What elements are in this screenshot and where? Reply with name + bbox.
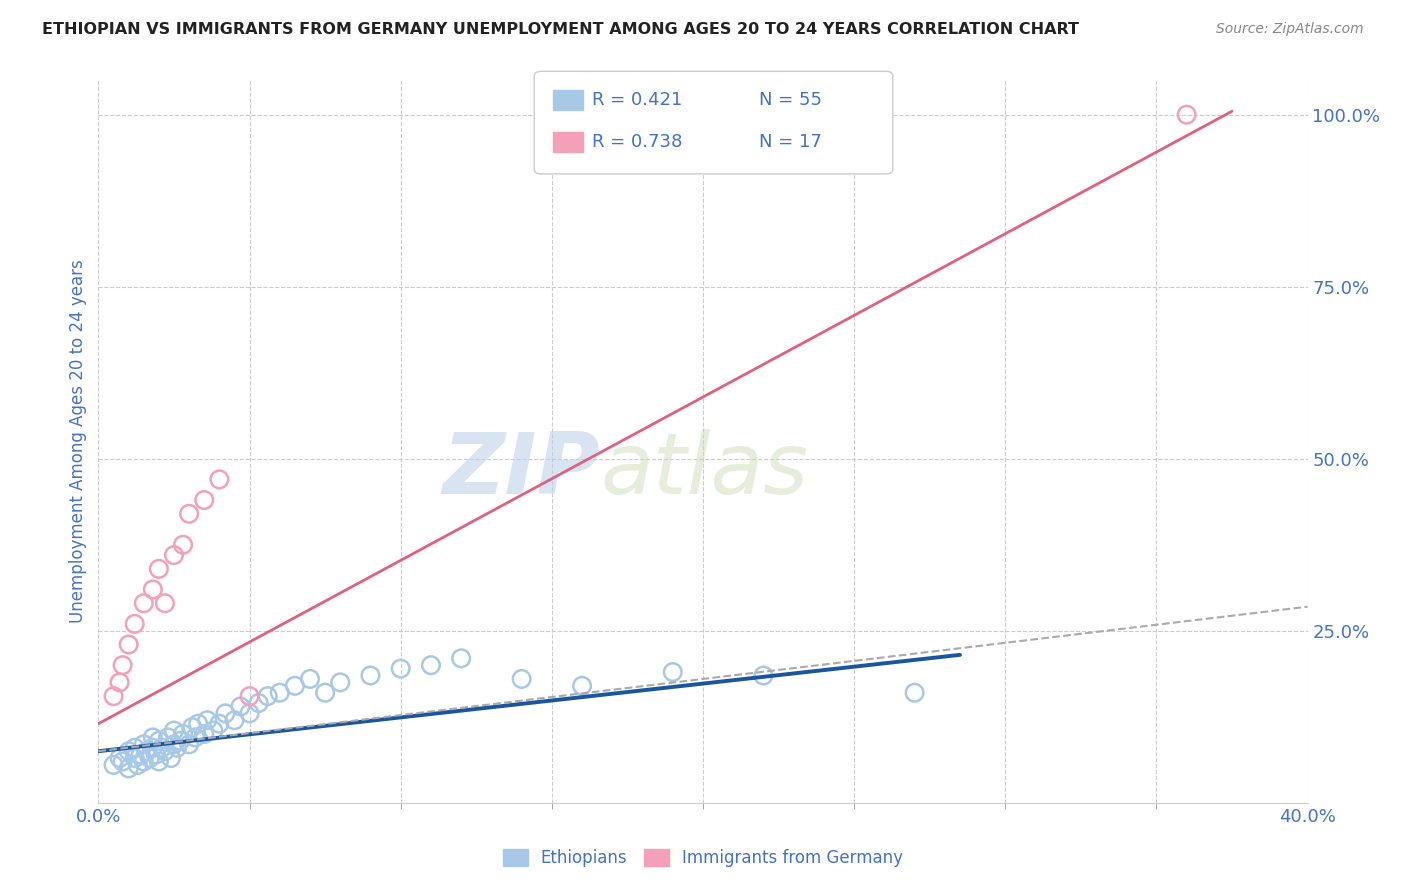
Point <box>224 713 246 727</box>
Point <box>142 582 165 597</box>
Point <box>752 668 775 682</box>
Point <box>124 740 146 755</box>
Point <box>214 706 236 721</box>
Point <box>132 596 155 610</box>
Point <box>184 731 207 745</box>
Point <box>389 662 412 676</box>
Point <box>172 727 194 741</box>
Point <box>229 699 252 714</box>
Point <box>153 744 176 758</box>
Point <box>450 651 472 665</box>
Point <box>571 679 593 693</box>
Point <box>103 689 125 703</box>
Point <box>904 686 927 700</box>
Point <box>284 679 307 693</box>
Point <box>193 493 215 508</box>
Point <box>111 755 134 769</box>
Point <box>132 737 155 751</box>
Point <box>118 638 141 652</box>
Point <box>247 696 270 710</box>
Text: ZIP: ZIP <box>443 429 600 512</box>
Point <box>179 737 201 751</box>
Point <box>145 747 167 762</box>
Point <box>239 706 262 721</box>
Point <box>166 740 188 755</box>
Point <box>661 665 683 679</box>
Point <box>139 751 162 765</box>
Point <box>111 658 134 673</box>
Point <box>156 731 179 745</box>
Point <box>193 727 215 741</box>
Point <box>181 720 204 734</box>
Point <box>163 737 186 751</box>
Point <box>108 675 131 690</box>
Point <box>150 740 173 755</box>
Point <box>256 689 278 703</box>
Point <box>1175 108 1198 122</box>
Point <box>108 751 131 765</box>
Point <box>163 548 186 562</box>
Text: R = 0.421: R = 0.421 <box>592 91 682 109</box>
Point <box>135 744 157 758</box>
Text: Source: ZipAtlas.com: Source: ZipAtlas.com <box>1216 22 1364 37</box>
Point <box>187 716 209 731</box>
Point <box>163 723 186 738</box>
Text: N = 55: N = 55 <box>759 91 823 109</box>
Point <box>360 668 382 682</box>
Point <box>202 723 225 738</box>
Text: N = 17: N = 17 <box>759 133 823 151</box>
Point <box>124 616 146 631</box>
Point <box>127 758 149 772</box>
Point <box>239 689 262 703</box>
Text: R = 0.738: R = 0.738 <box>592 133 682 151</box>
Point <box>314 686 336 700</box>
Text: atlas: atlas <box>600 429 808 512</box>
Point <box>208 716 231 731</box>
Point <box>132 755 155 769</box>
Point <box>299 672 322 686</box>
Point <box>160 751 183 765</box>
Point <box>142 731 165 745</box>
Point <box>329 675 352 690</box>
Point <box>148 562 170 576</box>
Point <box>195 713 218 727</box>
Point <box>118 761 141 775</box>
Legend: Ethiopians, Immigrants from Germany: Ethiopians, Immigrants from Germany <box>496 842 910 874</box>
Point <box>179 507 201 521</box>
Point <box>124 751 146 765</box>
Y-axis label: Unemployment Among Ages 20 to 24 years: Unemployment Among Ages 20 to 24 years <box>69 260 87 624</box>
Point <box>148 755 170 769</box>
Text: ETHIOPIAN VS IMMIGRANTS FROM GERMANY UNEMPLOYMENT AMONG AGES 20 TO 24 YEARS CORR: ETHIOPIAN VS IMMIGRANTS FROM GERMANY UNE… <box>42 22 1080 37</box>
Point <box>148 734 170 748</box>
Point <box>153 596 176 610</box>
Point <box>510 672 533 686</box>
Point <box>208 472 231 486</box>
Point <box>103 758 125 772</box>
Point <box>118 744 141 758</box>
Point <box>269 686 291 700</box>
Point <box>169 734 191 748</box>
Point <box>142 740 165 755</box>
Point <box>828 128 851 143</box>
Point <box>172 538 194 552</box>
Point <box>129 747 152 762</box>
Point <box>420 658 443 673</box>
